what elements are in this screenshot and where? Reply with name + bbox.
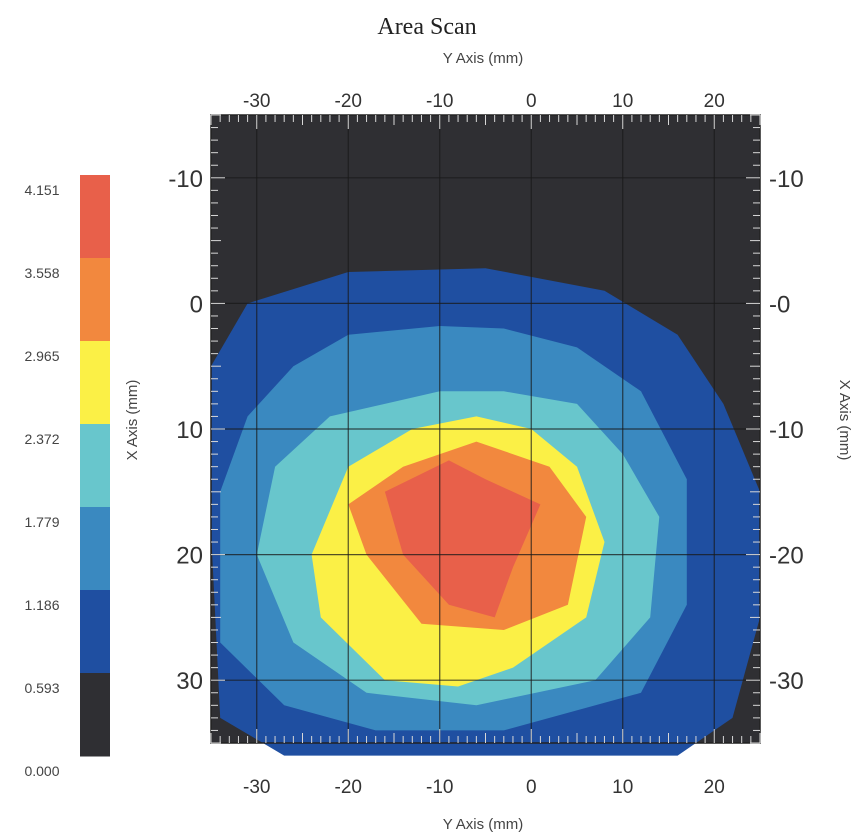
colorbar: 4.151 3.558 2.965 2.372 1.779 1.186 0.593 0.000 <box>24 175 110 779</box>
tick-label-top: -20 <box>335 91 362 112</box>
tick-label-right: -10 <box>769 417 804 444</box>
tick-label-right: -0 <box>769 291 790 318</box>
colorbar-label: 0.000 <box>24 763 59 779</box>
colorbar-label: 2.965 <box>24 348 59 364</box>
tick-label-top: 0 <box>526 91 537 112</box>
tick-label-left: 0 <box>190 291 203 318</box>
tick-label-top: 20 <box>704 91 725 112</box>
contour-level-5 <box>384 460 541 618</box>
colorbar-label: 1.186 <box>24 597 59 613</box>
tick-label-right: -30 <box>769 668 804 695</box>
tick-label-bottom: 0 <box>526 777 537 798</box>
axis-tick-labels: -30 -30 -20 -20 -10 -10 0 0 10 10 20 20 -10 -10 0 -0 10 -… <box>168 91 803 798</box>
bottom-axis-title: Y Axis (mm) <box>443 816 524 833</box>
colorbar-band-0 <box>80 175 110 259</box>
colorbar-label: 3.558 <box>24 265 59 281</box>
tick-label-left: -10 <box>168 166 203 193</box>
colorbar-label: 2.372 <box>24 431 59 447</box>
colorbar-band-6 <box>80 673 110 757</box>
tick-label-left: 10 <box>176 417 203 444</box>
tick-label-bottom: -10 <box>426 777 453 798</box>
tick-label-top: -10 <box>426 91 453 112</box>
tick-label-top: 10 <box>612 91 633 112</box>
contour-layer <box>211 268 760 756</box>
left-axis-title: X Axis (mm) <box>124 380 141 461</box>
colorbar-band-1 <box>80 258 110 342</box>
tick-label-top: -30 <box>243 91 270 112</box>
tick-label-bottom: 20 <box>704 777 725 798</box>
tick-label-right: -10 <box>769 166 804 193</box>
colorbar-band-4 <box>80 507 110 591</box>
colorbar-label: 1.779 <box>24 514 59 530</box>
tick-label-left: 30 <box>176 668 203 695</box>
right-axis-title: X Axis (mm) <box>836 380 853 461</box>
colorbar-band-5 <box>80 590 110 674</box>
tick-label-right: -20 <box>769 543 804 570</box>
colorbar-band-3 <box>80 424 110 508</box>
tick-label-left: 20 <box>176 543 203 570</box>
top-axis-title: Y Axis (mm) <box>443 50 524 67</box>
colorbar-label: 4.151 <box>24 182 59 198</box>
colorbar-label: 0.593 <box>24 680 59 696</box>
tick-label-bottom: -30 <box>243 777 270 798</box>
tick-label-bottom: 10 <box>612 777 633 798</box>
chart-title: Area Scan <box>377 14 476 40</box>
tick-label-bottom: -20 <box>335 777 362 798</box>
axis-ticks <box>210 114 761 744</box>
colorbar-band-2 <box>80 341 110 425</box>
